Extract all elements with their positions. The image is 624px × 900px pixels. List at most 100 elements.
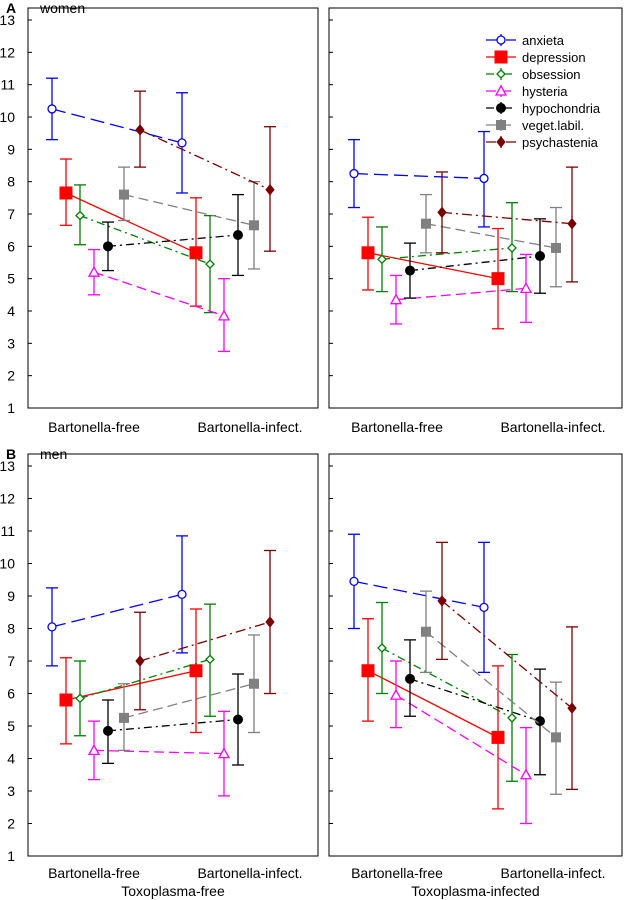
series-line xyxy=(93,749,225,755)
y-tick-label: 9 xyxy=(7,588,15,604)
data-point xyxy=(551,732,561,743)
x-tick-label: Bartonella-free xyxy=(48,419,140,435)
series-veget-labil- xyxy=(420,193,562,288)
series-hypochondria xyxy=(102,193,244,277)
data-point xyxy=(47,104,57,114)
data-point xyxy=(349,576,359,587)
x-tick-label: Bartonella-free xyxy=(48,865,140,881)
series-line xyxy=(353,580,485,609)
data-point xyxy=(491,272,505,286)
series-line xyxy=(425,223,557,249)
data-point xyxy=(479,602,489,613)
data-point xyxy=(217,747,231,759)
data-point xyxy=(496,35,506,45)
data-point xyxy=(437,206,447,219)
data-point xyxy=(405,265,415,276)
series-line xyxy=(441,600,573,709)
legend-label: depression xyxy=(522,50,586,65)
series-line xyxy=(107,234,239,247)
data-point xyxy=(233,714,243,725)
data-point xyxy=(205,259,215,270)
series-line xyxy=(425,631,557,738)
y-tick-label: 11 xyxy=(0,77,15,93)
data-point xyxy=(265,183,275,196)
data-point xyxy=(217,309,231,321)
panel-caption: Toxoplasma-free xyxy=(121,883,225,899)
data-point xyxy=(421,218,431,229)
series-line xyxy=(65,670,197,701)
data-point xyxy=(496,103,506,113)
panel-letter: B xyxy=(6,446,16,462)
data-point xyxy=(87,265,101,277)
series-hypochondria xyxy=(404,218,546,299)
y-tick-label: 6 xyxy=(7,238,15,254)
data-point xyxy=(567,217,577,230)
data-point xyxy=(47,622,57,632)
series-line xyxy=(51,593,183,628)
series-depression xyxy=(59,158,203,307)
data-point xyxy=(377,643,387,653)
x-tick-label: Bartonella-infect. xyxy=(500,419,605,435)
x-tick-label: Bartonella-infect. xyxy=(500,865,605,881)
data-point xyxy=(349,168,359,179)
series-line xyxy=(123,683,255,719)
y-tick-label: 4 xyxy=(7,751,15,767)
y-tick-label: 10 xyxy=(0,109,15,125)
data-point xyxy=(233,230,243,241)
data-point xyxy=(496,69,506,79)
data-point xyxy=(389,293,403,305)
data-point xyxy=(389,688,403,700)
data-point xyxy=(496,120,506,130)
data-point xyxy=(551,242,561,253)
y-tick-label: 12 xyxy=(0,491,15,507)
y-tick-label: 2 xyxy=(7,816,15,832)
series-hypochondria xyxy=(102,673,244,766)
series-hysteria xyxy=(87,248,231,353)
y-tick-label: 3 xyxy=(7,783,15,799)
series-psychastenia xyxy=(436,166,578,283)
series-line xyxy=(139,621,271,662)
series-hysteria xyxy=(87,710,231,797)
y-tick-label: 7 xyxy=(7,653,15,669)
y-tick-label: 4 xyxy=(7,303,15,319)
data-point xyxy=(361,246,375,260)
data-point xyxy=(507,712,517,723)
series-line xyxy=(395,694,527,776)
y-tick-label: 9 xyxy=(7,141,15,157)
panel-frame xyxy=(27,453,319,857)
series-hysteria xyxy=(389,660,533,825)
data-point xyxy=(519,282,533,294)
data-point xyxy=(189,246,203,260)
series-obsession xyxy=(376,202,518,293)
data-point xyxy=(491,730,505,744)
data-point xyxy=(361,664,375,678)
data-point xyxy=(494,84,508,96)
series-obsession xyxy=(376,601,518,782)
legend-label: anxieta xyxy=(522,33,565,48)
y-tick-label: 11 xyxy=(0,523,15,539)
y-tick-label: 5 xyxy=(7,271,15,287)
data-point xyxy=(494,50,508,64)
data-point xyxy=(205,654,215,665)
data-point xyxy=(265,616,275,628)
series-depression xyxy=(361,216,505,330)
data-point xyxy=(421,626,431,637)
data-point xyxy=(119,189,129,200)
series-veget-labil- xyxy=(118,634,260,752)
series-line xyxy=(381,647,513,719)
y-tick-label: 13 xyxy=(0,458,15,474)
y-tick-label: 8 xyxy=(7,621,15,637)
panel-women-1: Bartonella-free Bartonella-infect. xyxy=(27,7,319,435)
series-line xyxy=(107,718,239,732)
series-line xyxy=(123,193,255,226)
series-veget-labil- xyxy=(420,590,562,795)
series-line xyxy=(51,108,183,144)
legend-label: hypochondria xyxy=(522,101,601,116)
series-depression xyxy=(59,608,203,745)
legend-label: obsession xyxy=(522,67,581,82)
data-point xyxy=(496,136,506,148)
data-point xyxy=(177,138,187,148)
y-tick-label: 8 xyxy=(7,174,15,190)
data-point xyxy=(59,693,73,707)
